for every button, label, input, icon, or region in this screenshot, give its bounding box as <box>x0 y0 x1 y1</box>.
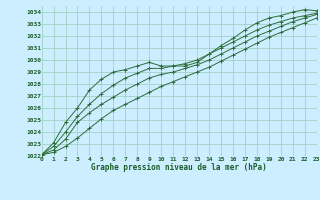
X-axis label: Graphe pression niveau de la mer (hPa): Graphe pression niveau de la mer (hPa) <box>91 163 267 172</box>
